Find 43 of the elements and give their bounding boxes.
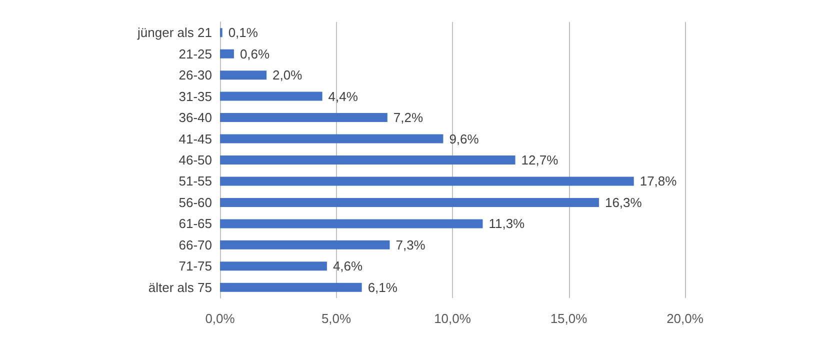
data-label: 7,2% [393, 110, 424, 126]
data-label: 12,7% [521, 152, 559, 168]
y-tick-label: 61-65 [178, 216, 212, 232]
bar [220, 176, 634, 186]
bar [220, 198, 599, 207]
data-label: 11,3% [488, 216, 526, 232]
data-label: 4,4% [328, 88, 358, 104]
bar [220, 282, 362, 292]
data-label: 0,1% [228, 25, 258, 40]
y-tick-label: 36-40 [178, 110, 212, 126]
data-label: 2,0% [272, 68, 303, 83]
data-label: 7,3% [396, 237, 426, 252]
bar [220, 134, 444, 144]
y-tick-label: jünger als 21 [136, 25, 212, 40]
x-tick-label: 15,0% [550, 311, 588, 326]
y-tick-label: 31-35 [178, 88, 212, 104]
data-label: 17,8% [640, 174, 678, 189]
x-tick-label: 0,0% [205, 311, 236, 326]
y-tick-label: 46-50 [178, 152, 212, 168]
data-label: 4,6% [332, 258, 364, 274]
x-tick-label: 5,0% [321, 311, 352, 326]
bar [220, 262, 327, 271]
x-tick-label: 10,0% [434, 311, 472, 326]
data-label: 6,1% [368, 280, 398, 295]
y-tick-label: 21-25 [178, 46, 212, 62]
y-tick-label: älter als 75 [148, 280, 212, 295]
bar [220, 219, 483, 228]
bar [220, 240, 390, 250]
y-tick-label: 41-45 [178, 131, 212, 146]
data-label: 16,3% [604, 194, 642, 210]
data-label: 0,6% [240, 46, 270, 62]
y-tick-label: 66-70 [178, 237, 212, 252]
bar [220, 156, 516, 164]
bar [220, 92, 322, 101]
y-tick-label: 71-75 [178, 258, 212, 274]
y-tick-label: 26-30 [178, 68, 212, 83]
bar [220, 70, 266, 80]
x-tick-label: 20,0% [666, 311, 704, 326]
data-label: 9,6% [449, 131, 480, 146]
bar [220, 49, 234, 58]
y-tick-label: 56-60 [178, 194, 212, 210]
bar [220, 113, 388, 122]
y-tick-label: 51-55 [178, 174, 212, 189]
